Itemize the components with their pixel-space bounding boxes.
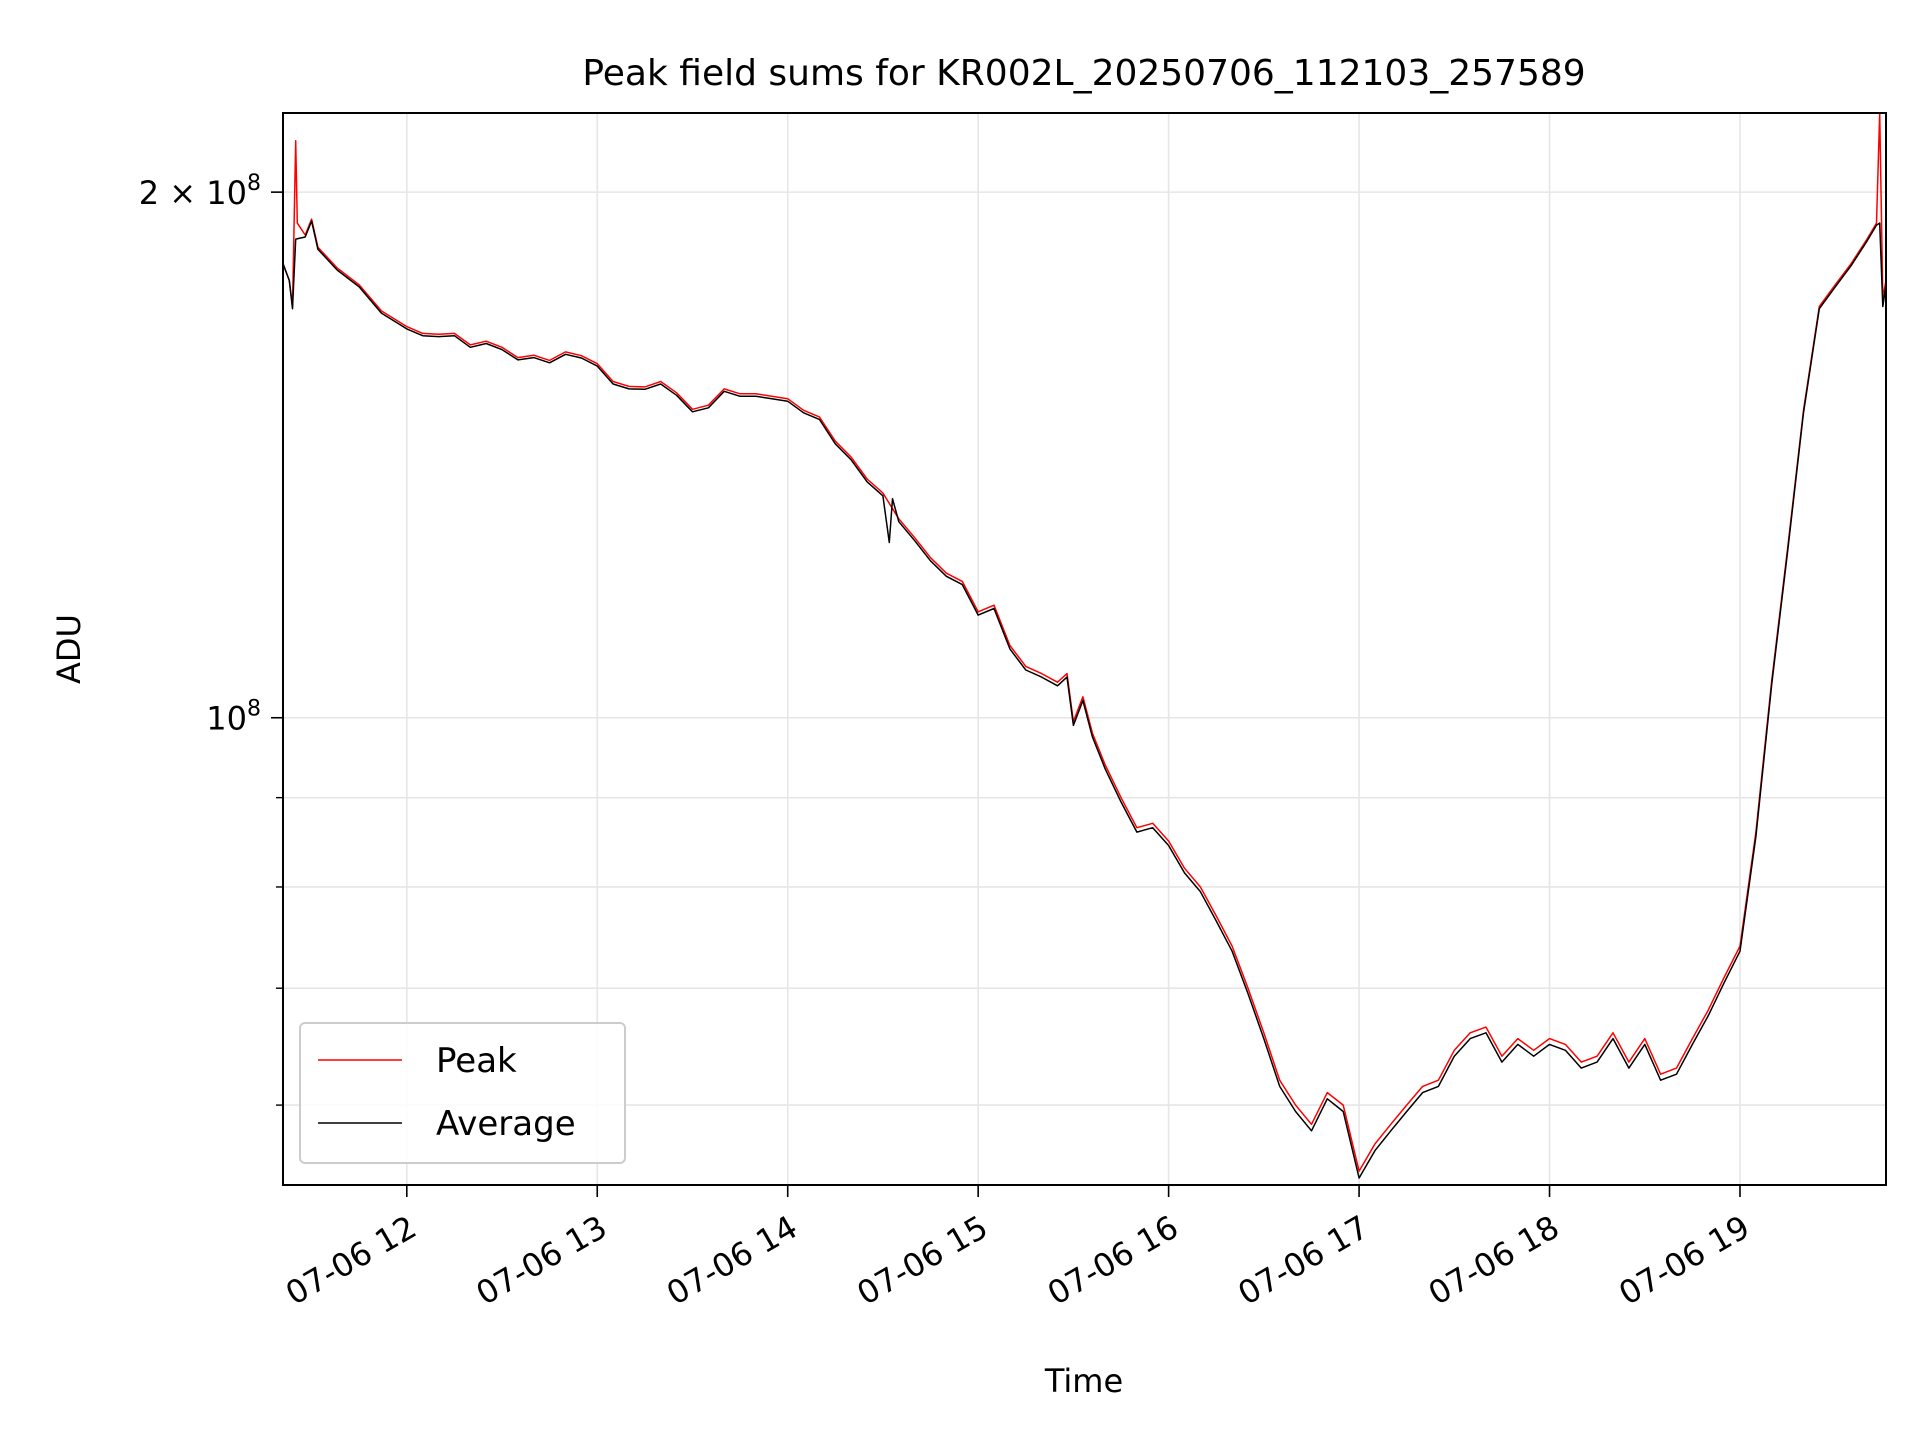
y-axis-label: ADU xyxy=(50,614,88,684)
legend: Peak Average xyxy=(299,1022,626,1164)
series-layer xyxy=(282,112,1887,1179)
y-tick-label: 108 xyxy=(206,697,261,738)
y-tick-label: 2 × 108 xyxy=(139,171,261,212)
y-tick-label-base: 2 × 10 xyxy=(139,174,247,212)
x-axis-label: Time xyxy=(1044,1362,1123,1400)
plot-frame xyxy=(282,112,1887,1186)
y-tick-label-exponent: 8 xyxy=(247,697,261,722)
series-line-average xyxy=(282,220,1887,1179)
legend-label-peak: Peak xyxy=(436,1041,517,1081)
series-line-peak xyxy=(282,112,1887,1172)
legend-label-average: Average xyxy=(436,1104,576,1144)
y-tick-label-exponent: 8 xyxy=(247,171,261,196)
y-tick-label-base: 10 xyxy=(206,700,247,738)
chart-title: Peak field sums for KR002L_20250706_1121… xyxy=(582,53,1585,94)
legend-box xyxy=(299,1022,626,1164)
